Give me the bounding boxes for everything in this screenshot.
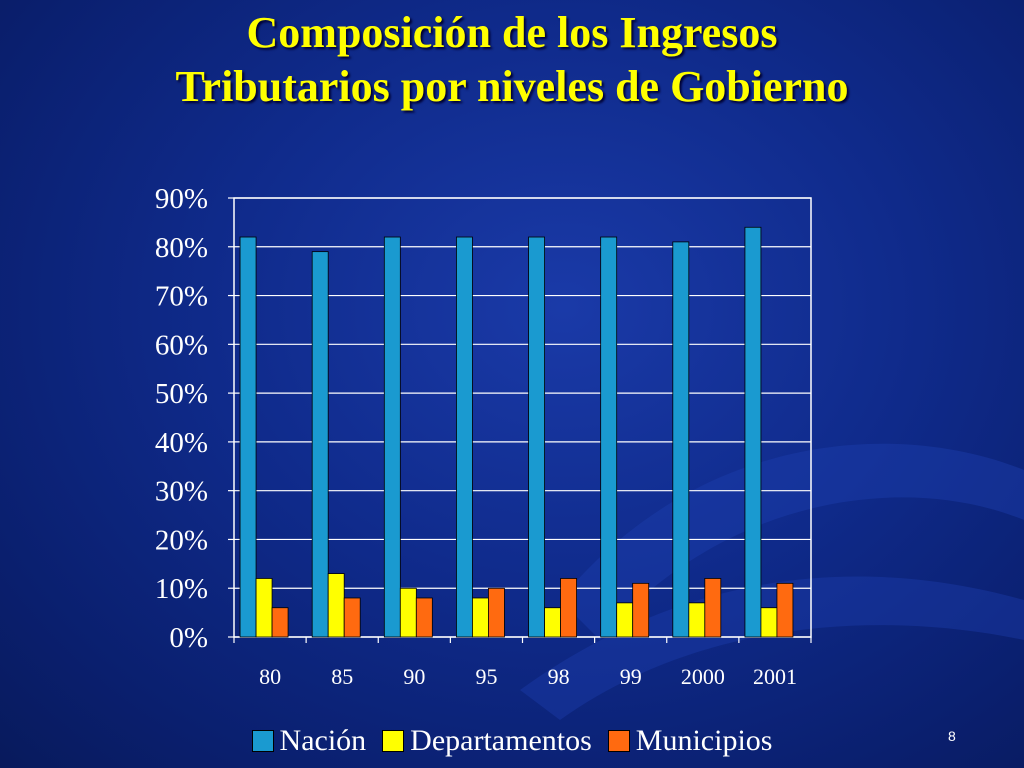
bar-nación-80 [239,236,257,638]
x-tick-label: 95 [475,664,497,689]
bar-nación-95 [456,236,473,638]
legend-swatch [251,730,274,753]
legend-swatch [607,730,630,753]
bar-departamentos-80 [255,578,273,638]
y-tick-label: 80% [155,232,208,264]
chart-legend: Nación Departamentos Municipios [0,722,1024,758]
x-tick-label: 2000 [681,664,725,689]
legend-label: Nación [279,724,367,758]
page-number: 8 [948,728,956,744]
x-tick-label: 98 [548,664,570,689]
bar-departamentos-2000 [688,602,706,638]
bar-municipios-2001 [776,582,794,638]
bar-municipios-98 [560,578,577,638]
bar-nación-2001 [744,226,762,638]
title-line-1: Composición de los Ingresos [246,8,778,57]
bar-nación-90 [383,236,401,638]
legend-swatch [382,730,405,753]
slide-title: Composición de los Ingresos Tributarios … [0,6,1024,114]
bar-municipios-2000 [704,578,722,638]
bar-departamentos-99 [616,602,634,638]
x-tick-label: 99 [620,664,642,689]
x-tick-label: 85 [331,664,353,689]
y-tick-label: 60% [155,329,208,361]
x-tick-label: 90 [403,664,425,689]
bar-nación-99 [600,236,618,638]
y-tick-label: 30% [155,476,208,508]
legend-item: Departamentos [382,724,592,758]
bar-nación-98 [528,236,545,638]
bar-municipios-90 [415,597,433,638]
y-tick-label: 10% [155,573,208,605]
bar-departamentos-2001 [760,607,778,638]
legend-label: Municipios [635,724,773,758]
bar-departamentos-98 [544,607,561,638]
legend-item: Nación [251,724,367,758]
legend-item: Municipios [607,724,773,758]
bar-municipios-80 [271,607,289,638]
bar-departamentos-90 [399,587,417,638]
bar-nación-85 [311,251,329,638]
x-tick-label: 80 [259,664,281,689]
title-line-2: Tributarios por niveles de Gobierno [175,62,849,111]
bar-municipios-85 [343,597,361,638]
y-tick-label: 40% [155,427,208,459]
bar-municipios-99 [632,582,650,638]
x-tick-label: 2001 [753,664,797,689]
y-tick-label: 0% [169,622,208,654]
bar-departamentos-85 [327,573,345,638]
y-tick-label: 70% [155,281,208,313]
bar-municipios-95 [488,587,505,638]
y-tick-label: 20% [155,524,208,556]
legend-label: Departamentos [410,724,592,758]
bar-nación-2000 [672,241,690,638]
y-tick-label: 90% [155,183,208,215]
bar-departamentos-95 [472,597,489,638]
y-tick-label: 50% [155,378,208,410]
